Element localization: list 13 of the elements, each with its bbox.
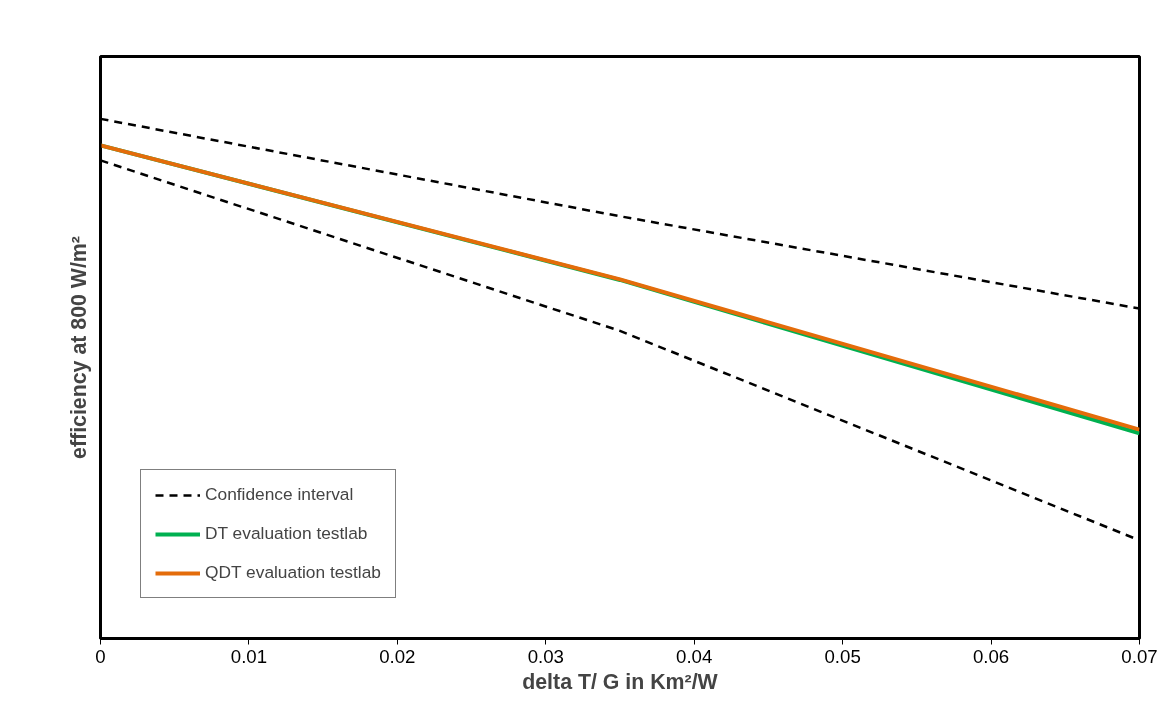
x-tick-label: 0.06: [972, 645, 1010, 667]
x-tick-label: 0.07: [1121, 645, 1158, 667]
x-axis-title: delta T/ G in Km²/W: [522, 669, 719, 694]
x-tick-label: 0.05: [824, 645, 861, 667]
x-tick-label: 0.01: [230, 645, 268, 667]
x-tick-label: 0.04: [676, 645, 713, 667]
y-axis-title: efficiency at 800 W/m²: [66, 236, 91, 459]
legend-label: DT evaluation testlab: [205, 523, 368, 544]
x-tick-label: 0.02: [379, 645, 416, 667]
x-tick-label: 0: [95, 645, 106, 667]
x-tick-label: 0.03: [527, 645, 564, 667]
legend-label: Confidence interval: [205, 484, 354, 505]
legend-label: QDT evaluation testlab: [205, 562, 381, 583]
